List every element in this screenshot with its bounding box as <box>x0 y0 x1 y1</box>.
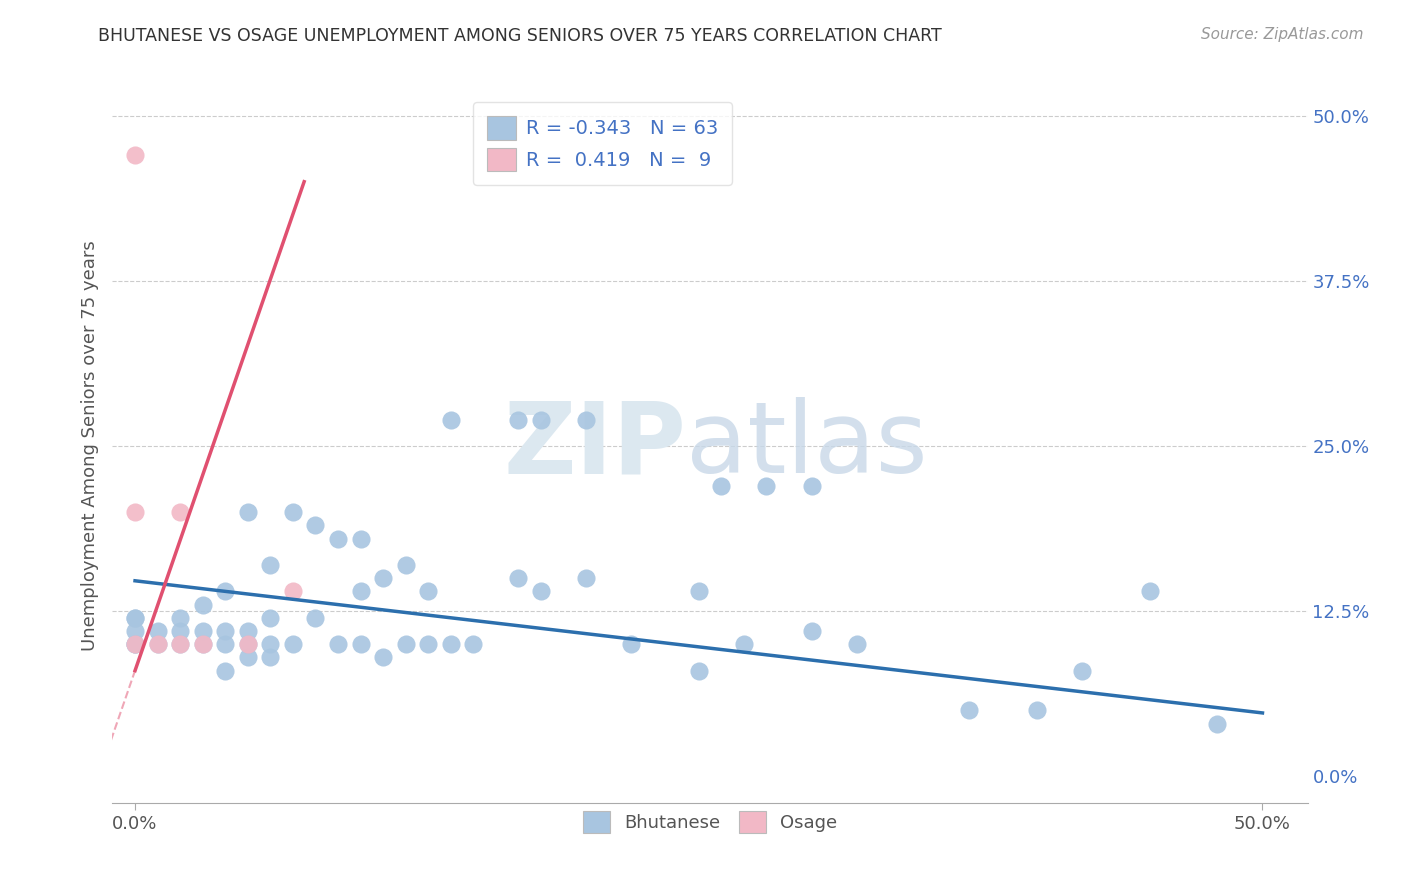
Point <box>800 478 823 492</box>
Y-axis label: Unemployment Among Seniors over 75 years: Unemployment Among Seniors over 75 years <box>80 241 98 651</box>
Point <box>169 637 191 651</box>
Point <box>371 650 394 665</box>
Point <box>418 584 440 599</box>
Point <box>349 637 371 651</box>
Point <box>1071 664 1094 678</box>
Point <box>236 637 259 651</box>
Point <box>124 148 146 162</box>
Point <box>236 637 259 651</box>
Point <box>259 637 281 651</box>
Point <box>957 703 980 717</box>
Point <box>349 584 371 599</box>
Point <box>349 532 371 546</box>
Point <box>169 624 191 638</box>
Point <box>124 637 146 651</box>
Point <box>169 611 191 625</box>
Point <box>688 664 710 678</box>
Point <box>146 637 169 651</box>
Point <box>124 637 146 651</box>
Text: BHUTANESE VS OSAGE UNEMPLOYMENT AMONG SENIORS OVER 75 YEARS CORRELATION CHART: BHUTANESE VS OSAGE UNEMPLOYMENT AMONG SE… <box>98 27 942 45</box>
Point <box>688 584 710 599</box>
Point <box>259 611 281 625</box>
Point <box>124 611 146 625</box>
Point <box>440 412 463 426</box>
Point <box>191 637 214 651</box>
Point <box>800 624 823 638</box>
Point <box>191 598 214 612</box>
Point <box>191 624 214 638</box>
Point <box>124 505 146 519</box>
Point <box>236 505 259 519</box>
Point <box>236 624 259 638</box>
Text: ZIP: ZIP <box>503 398 686 494</box>
Point <box>146 637 169 651</box>
Point <box>463 637 485 651</box>
Point <box>733 637 755 651</box>
Point <box>755 478 778 492</box>
Point <box>575 571 598 585</box>
Point <box>281 505 304 519</box>
Point <box>124 624 146 638</box>
Point <box>1139 584 1161 599</box>
Point <box>214 584 236 599</box>
Point <box>124 611 146 625</box>
Point <box>304 518 326 533</box>
Point <box>214 624 236 638</box>
Point <box>394 637 416 651</box>
Point <box>508 412 530 426</box>
Point <box>508 571 530 585</box>
Point <box>575 412 598 426</box>
Point <box>169 505 191 519</box>
Point <box>259 558 281 572</box>
Point <box>281 584 304 599</box>
Point <box>304 611 326 625</box>
Point <box>259 650 281 665</box>
Point <box>191 637 214 651</box>
Point <box>710 478 733 492</box>
Point <box>394 558 416 572</box>
Point <box>214 637 236 651</box>
Point <box>281 637 304 651</box>
Point <box>418 637 440 651</box>
Point <box>371 571 394 585</box>
Point <box>169 637 191 651</box>
Point <box>440 637 463 651</box>
Point <box>326 532 349 546</box>
Point <box>845 637 868 651</box>
Text: Source: ZipAtlas.com: Source: ZipAtlas.com <box>1201 27 1364 42</box>
Point <box>146 624 169 638</box>
Point <box>124 637 146 651</box>
Legend: Bhutanese, Osage: Bhutanese, Osage <box>572 800 848 844</box>
Point <box>530 584 553 599</box>
Point <box>1206 716 1229 731</box>
Point <box>214 664 236 678</box>
Point <box>1026 703 1049 717</box>
Text: atlas: atlas <box>686 398 928 494</box>
Point <box>326 637 349 651</box>
Point <box>620 637 643 651</box>
Point <box>530 412 553 426</box>
Point <box>236 650 259 665</box>
